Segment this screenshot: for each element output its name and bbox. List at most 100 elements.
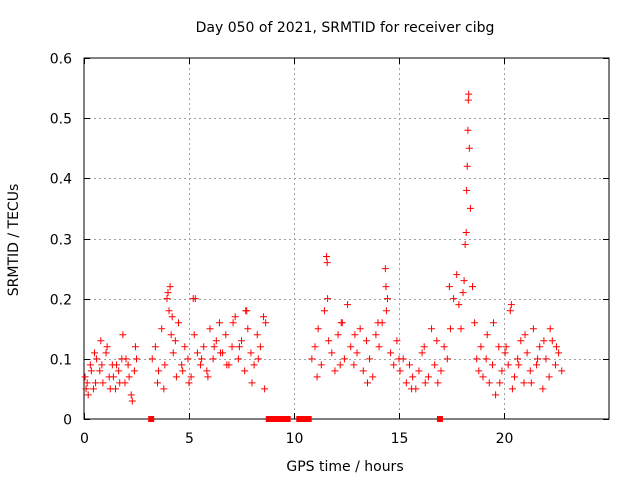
- data-point: [178, 361, 186, 369]
- data-point: [545, 373, 553, 381]
- data-point: [551, 361, 559, 369]
- data-point: [437, 367, 445, 375]
- data-point: [479, 373, 487, 381]
- y-axis-label: SRMTID / TECUs: [6, 184, 22, 297]
- data-point: [171, 337, 179, 345]
- data-point: [553, 343, 560, 351]
- data-point: [200, 343, 208, 351]
- data-point: [460, 277, 468, 285]
- data-point: [351, 331, 359, 339]
- data-point: [124, 361, 132, 369]
- zero-point: [265, 416, 272, 422]
- data-point: [353, 349, 361, 357]
- data-point: [187, 373, 195, 381]
- data-point: [234, 355, 242, 363]
- data-point: [369, 373, 377, 381]
- data-point: [212, 337, 220, 345]
- data-point: [243, 307, 251, 315]
- data-point: [450, 295, 458, 303]
- data-point: [96, 367, 104, 375]
- data-points: [81, 90, 566, 422]
- data-point: [81, 373, 89, 381]
- data-point: [154, 379, 161, 387]
- x-tick-label: 15: [391, 431, 409, 447]
- data-point: [402, 379, 410, 387]
- data-point: [344, 301, 352, 309]
- data-point: [463, 186, 471, 194]
- data-point: [260, 313, 268, 321]
- data-point: [381, 265, 389, 273]
- data-point: [455, 301, 463, 309]
- data-point: [314, 325, 322, 333]
- data-point: [501, 349, 509, 357]
- data-point: [206, 325, 214, 333]
- data-point: [527, 379, 535, 387]
- data-point: [395, 355, 403, 363]
- data-point: [247, 349, 255, 357]
- data-point: [97, 337, 105, 345]
- y-tick-label: 0.2: [50, 293, 72, 309]
- data-point: [463, 162, 471, 170]
- data-point: [82, 385, 90, 393]
- data-point: [311, 343, 319, 351]
- data-point: [253, 331, 261, 339]
- data-point: [128, 397, 136, 405]
- data-point: [198, 355, 206, 363]
- data-point: [555, 349, 563, 357]
- data-point: [324, 295, 332, 303]
- data-point: [453, 271, 461, 279]
- data-point: [190, 331, 198, 339]
- data-point: [382, 283, 390, 291]
- zero-point: [272, 416, 279, 422]
- data-point: [534, 355, 542, 363]
- zero-point: [436, 416, 443, 422]
- data-point: [475, 367, 483, 375]
- data-point: [328, 349, 336, 357]
- zero-point: [275, 416, 282, 422]
- data-point: [184, 355, 192, 363]
- data-point: [87, 367, 95, 375]
- data-point: [325, 337, 333, 345]
- data-point: [317, 361, 325, 369]
- data-point: [496, 379, 504, 387]
- data-point: [420, 343, 428, 351]
- data-point: [98, 361, 106, 369]
- data-point: [160, 385, 168, 393]
- data-point: [83, 379, 91, 387]
- data-point: [457, 325, 465, 333]
- y-tick-label: 0.1: [50, 353, 72, 369]
- data-point: [462, 228, 470, 236]
- data-point: [167, 331, 175, 339]
- chart-title: Day 050 of 2021, SRMTID for receiver cib…: [196, 20, 495, 36]
- y-tick-label: 0: [63, 413, 72, 429]
- data-point: [130, 367, 138, 375]
- data-point: [155, 367, 163, 375]
- data-point: [469, 283, 476, 291]
- data-point: [106, 385, 114, 393]
- data-point: [364, 379, 371, 387]
- data-point: [222, 331, 230, 339]
- data-point: [396, 367, 404, 375]
- data-point: [488, 361, 496, 369]
- data-point: [459, 289, 467, 297]
- data-point: [506, 307, 514, 315]
- data-point: [86, 361, 94, 369]
- y-tick-label: 0.5: [50, 112, 72, 128]
- data-point: [375, 343, 383, 351]
- data-point: [228, 343, 236, 351]
- zero-point: [268, 416, 275, 422]
- data-point: [320, 307, 328, 315]
- data-point: [350, 361, 358, 369]
- data-point: [498, 367, 506, 375]
- data-point: [164, 289, 172, 297]
- data-point: [262, 319, 270, 327]
- data-point: [347, 343, 355, 351]
- data-point: [169, 349, 177, 357]
- data-point: [508, 385, 516, 393]
- data-point: [244, 325, 252, 333]
- data-point: [261, 385, 269, 393]
- data-point: [331, 367, 339, 375]
- data-point: [428, 325, 436, 333]
- data-point: [91, 349, 98, 357]
